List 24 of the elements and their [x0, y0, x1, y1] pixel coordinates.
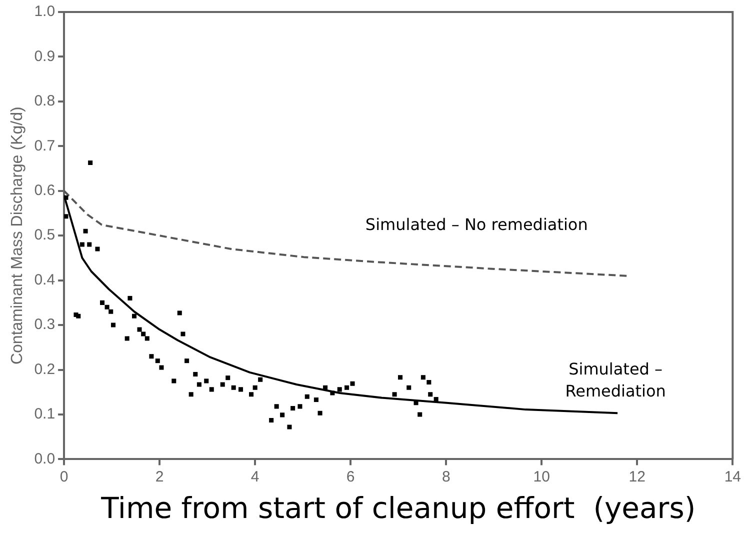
- x-tick-label: 6: [346, 468, 355, 486]
- y-tick-label: 0.9: [34, 48, 56, 65]
- x-tick-label: 14: [724, 468, 741, 486]
- y-tick-label: 0.1: [34, 406, 56, 423]
- y-tick-label: 0.7: [34, 137, 56, 154]
- y-tick-label: 0.5: [34, 226, 56, 244]
- y-tick-label: 0.0: [34, 450, 56, 468]
- x-tick-label: 8: [442, 468, 450, 486]
- x-tick-label: 12: [628, 468, 646, 486]
- y-tick-label: 1.0: [34, 3, 56, 20]
- y-tick-label: 0.6: [34, 182, 56, 200]
- x-tick-label: 10: [533, 468, 550, 486]
- y-tick-label: 0.3: [34, 316, 56, 334]
- y-tick-label: 0.4: [34, 271, 56, 288]
- x-axis-title: Time from start of cleanup effort (years): [100, 491, 696, 526]
- x-tick-label: 2: [155, 468, 164, 486]
- x-tick-label: 0: [60, 468, 68, 486]
- x-tick-label: 4: [250, 468, 260, 486]
- y-tick-label: 0.8: [34, 92, 56, 110]
- y-tick-label: 0.2: [34, 360, 56, 378]
- y-axis-title: Contaminant Mass Discharge (Kg/d): [9, 106, 26, 365]
- series-label: Simulated – Remediation: [565, 359, 666, 400]
- line-series: [64, 190, 628, 277]
- series-label: Simulated – No remediation: [365, 215, 588, 234]
